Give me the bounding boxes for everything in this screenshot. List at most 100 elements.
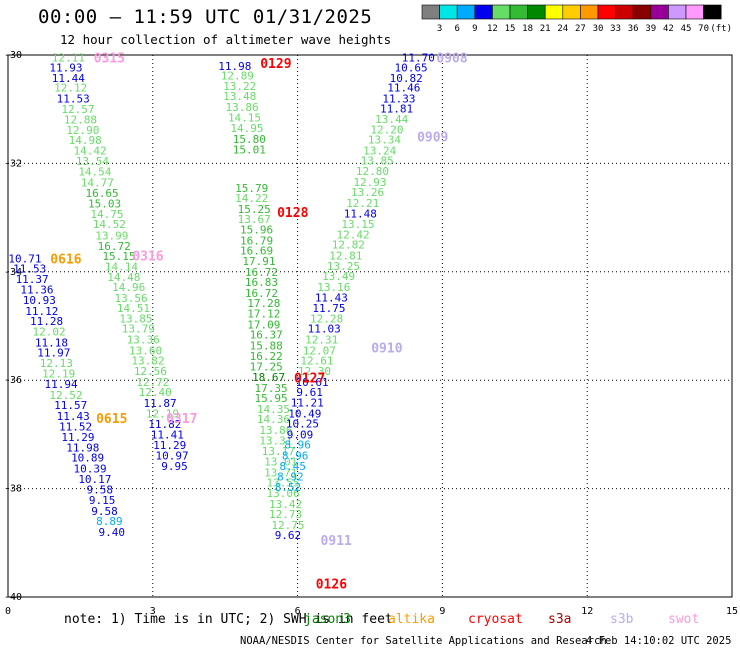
data-point-0908: 11.21 — [291, 396, 324, 409]
data-point-0908: 13.15 — [341, 218, 374, 231]
data-point-0315: 12.56 — [134, 365, 167, 378]
data-point-0129: 16.83 — [245, 276, 278, 289]
data-point-0315: 15.15 — [102, 250, 135, 263]
legend-item-altika: altika — [388, 612, 435, 627]
data-point-0616: 11.28 — [30, 315, 63, 328]
data-point-0616: 9.58 — [91, 505, 118, 518]
data-point-0315: 10.97 — [156, 450, 189, 463]
track-label: 0909 — [417, 130, 448, 145]
data-point-0616: 10.17 — [78, 473, 111, 486]
data-point-0616: 11.52 — [59, 420, 92, 433]
data-point-0129: 17.09 — [247, 318, 280, 331]
data-point-0908: 10.82 — [390, 72, 423, 85]
track-label: 0615 — [96, 412, 127, 427]
data-point-0616: 11.97 — [37, 347, 70, 360]
track-label: 0315 — [94, 52, 125, 67]
colorbar-label: (ft) — [710, 24, 732, 34]
data-point-0129: 13.71 — [264, 466, 297, 479]
data-point-0129: 9.62 — [275, 529, 302, 542]
data-point-0908: 12.20 — [370, 123, 403, 136]
data-point-0129: 16.72 — [245, 287, 278, 300]
data-point-0315: 12.19 — [146, 407, 179, 420]
colorbar-label: 6 — [454, 24, 459, 34]
data-point-0616: 8.89 — [96, 515, 123, 528]
data-point-0129: 17.12 — [247, 308, 280, 321]
data-point-0908: 11.33 — [382, 92, 415, 105]
data-point-0129: 14.15 — [228, 111, 261, 124]
data-point-0129: 17.35 — [254, 382, 287, 395]
chart-title: 00:00 — 11:59 UTC 01/31/2025 — [38, 6, 373, 28]
data-point-0315: 15.03 — [88, 198, 121, 211]
data-point-0315: 14.52 — [93, 218, 126, 231]
data-point-0908: 13.25 — [327, 260, 360, 273]
data-point-0315: 14.77 — [81, 176, 114, 189]
data-point-0129: 17.25 — [250, 361, 283, 374]
data-point-0315: 16.72 — [98, 240, 131, 253]
data-point-0129: 15.80 — [233, 133, 266, 146]
y-tick-label: -30 — [4, 50, 22, 61]
track-label: 0911 — [321, 534, 352, 549]
satellite-legend: jason3 altika cryosat s3a s3b swot — [0, 612, 740, 630]
legend-item-s3b: s3b — [610, 612, 634, 627]
data-point-0129: 13.67 — [238, 213, 271, 226]
data-point-0315: 13.99 — [95, 229, 128, 242]
track-label: 0316 — [132, 250, 163, 265]
data-point-0129: 17.91 — [242, 255, 275, 268]
data-point-0129: 13.55 — [267, 477, 300, 490]
x-tick-label: 3 — [150, 606, 156, 617]
data-point-0908: 13.85 — [361, 155, 394, 168]
colorbar-label: 3 — [437, 24, 442, 34]
data-point-0908: 8.52 — [275, 481, 302, 494]
data-point-0129: 12.75 — [271, 519, 304, 532]
colorbar-label: 45 — [681, 24, 692, 34]
data-point-0315: 14.98 — [69, 134, 102, 147]
data-point-0315: 12.40 — [139, 386, 172, 399]
colorbar-label: 18 — [522, 24, 533, 34]
data-point-0315: 11.44 — [52, 72, 85, 85]
data-point-0315: 11.93 — [49, 61, 82, 74]
data-point-0315: 16.65 — [86, 187, 119, 200]
data-point-0616: 12.52 — [49, 389, 82, 402]
data-point-0315: 14.75 — [90, 208, 123, 221]
data-point-0908: 11.70 — [402, 52, 435, 65]
data-point-0908: 10.61 — [296, 376, 329, 389]
data-point-0616: 11.57 — [54, 399, 87, 412]
y-tick-label: -40 — [4, 592, 22, 603]
data-point-0315: 12.90 — [66, 124, 99, 137]
data-point-0129: 12.89 — [221, 70, 254, 83]
data-point-0908: 12.31 — [305, 334, 338, 347]
data-point-0129: 13.86 — [226, 101, 259, 114]
data-point-0908: 11.48 — [344, 207, 377, 220]
data-point-0908: 13.26 — [351, 186, 384, 199]
data-point-0616: 10.39 — [73, 463, 106, 476]
data-point-0616: 11.94 — [45, 378, 78, 391]
data-point-0908: 12.21 — [346, 197, 379, 210]
data-point-0129: 14.35 — [257, 403, 290, 416]
data-point-0315: 12.12 — [54, 82, 87, 95]
data-point-0129: 13.31 — [259, 434, 292, 447]
data-point-0616: 11.98 — [66, 441, 99, 454]
data-point-0129: 13.22 — [223, 80, 256, 93]
x-tick-label: 12 — [581, 606, 593, 617]
data-point-0616: 12.02 — [32, 325, 65, 338]
x-tick-label: 9 — [439, 606, 445, 617]
data-point-0129: 15.95 — [254, 392, 287, 405]
data-point-0908: 13.44 — [375, 113, 408, 126]
x-tick-label: 6 — [295, 606, 301, 617]
data-point-0908: 8.96 — [284, 439, 311, 452]
data-point-0129: 11.98 — [218, 60, 251, 73]
data-point-0129: 12.73 — [269, 508, 302, 521]
colorbar-swatch — [703, 4, 722, 20]
data-point-0908: 12.07 — [303, 344, 336, 357]
data-point-0908: 11.46 — [387, 82, 420, 95]
x-tick-label: 15 — [726, 606, 738, 617]
colorbar-label: 9 — [472, 24, 477, 34]
data-point-0315: 13.82 — [131, 355, 164, 368]
data-point-0908: 12.82 — [332, 239, 365, 252]
data-point-0315: 13.85 — [119, 312, 152, 325]
y-tick-label: -38 — [4, 484, 22, 495]
data-point-0616: 12.13 — [40, 357, 73, 370]
data-point-0129: 16.69 — [240, 245, 273, 258]
track-label: 0129 — [260, 57, 291, 72]
